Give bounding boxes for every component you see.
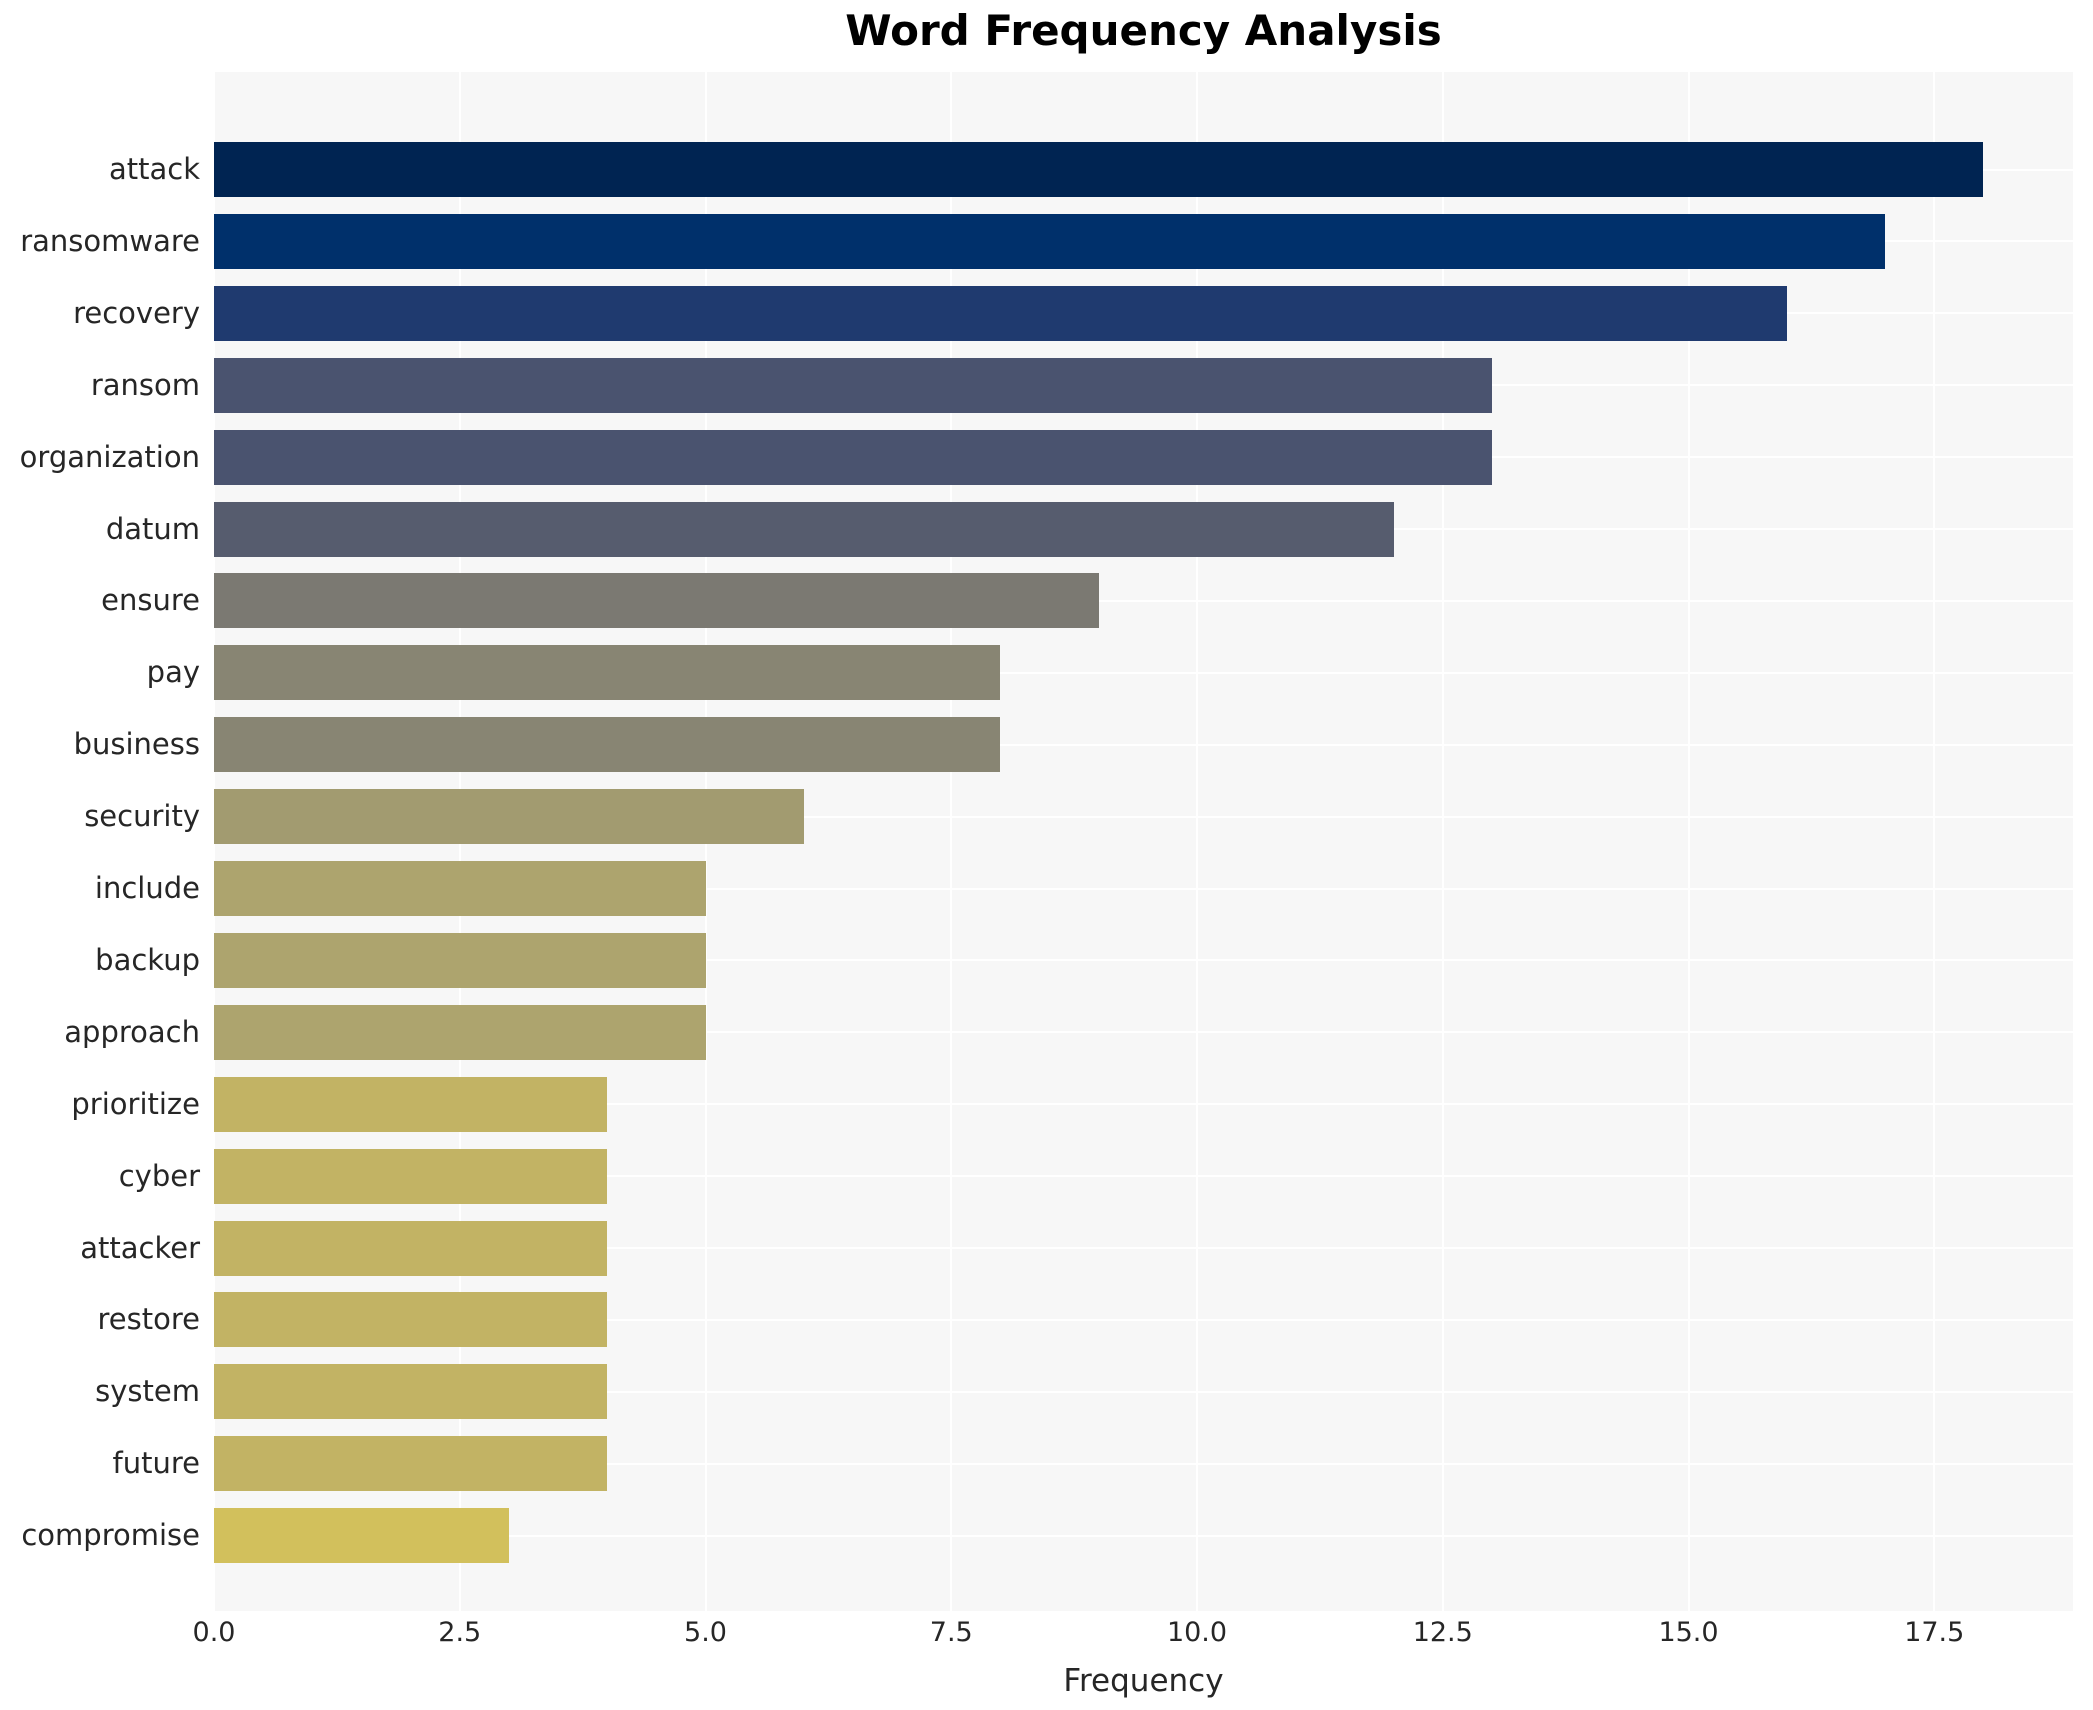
y-tick-label: approach xyxy=(64,1014,200,1049)
horizontal-gridline xyxy=(214,1462,2073,1465)
bar-ensure xyxy=(214,573,1099,629)
bar-prioritize xyxy=(214,1076,608,1132)
bar-attacker xyxy=(214,1220,608,1276)
bar-organization xyxy=(214,429,1492,485)
y-tick-label: system xyxy=(95,1374,200,1409)
y-tick-label: cyber xyxy=(118,1158,200,1193)
bar-compromise xyxy=(214,1508,509,1564)
x-tick-label: 0.0 xyxy=(192,1617,236,1648)
bar-cyber xyxy=(214,1148,608,1204)
bar-backup xyxy=(214,932,706,988)
y-tick-label: include xyxy=(94,871,200,905)
bar-ransom xyxy=(214,357,1492,413)
bar-approach xyxy=(214,1004,706,1060)
bar-future xyxy=(214,1436,608,1492)
bar-include xyxy=(214,861,706,916)
vertical-gridline xyxy=(1196,72,1198,1611)
y-tick-label: datum xyxy=(105,511,200,546)
horizontal-gridline xyxy=(214,959,2073,962)
horizontal-gridline xyxy=(214,1247,2073,1249)
horizontal-gridline xyxy=(214,1534,2073,1537)
horizontal-gridline xyxy=(214,1175,2073,1178)
y-tick-label: recovery xyxy=(73,295,200,330)
vertical-gridline xyxy=(1933,72,1936,1611)
vertical-gridline xyxy=(1441,72,1444,1611)
x-tick-label: 5.0 xyxy=(684,1617,727,1648)
x-tick-label: 7.5 xyxy=(929,1617,973,1648)
horizontal-gridline xyxy=(214,1031,2073,1034)
horizontal-gridline xyxy=(214,671,2073,674)
plot-area xyxy=(213,72,2073,1611)
y-tick-label: organization xyxy=(19,439,200,474)
y-tick-label: backup xyxy=(95,942,200,977)
y-tick-label: restore xyxy=(97,1302,200,1337)
y-tick-label: future xyxy=(112,1446,200,1481)
y-tick-label: ensure xyxy=(101,583,200,618)
horizontal-gridline xyxy=(214,743,2073,746)
horizontal-gridline xyxy=(214,887,2073,890)
y-tick-label: security xyxy=(84,799,200,834)
bar-system xyxy=(214,1364,608,1420)
y-tick-label: attacker xyxy=(80,1230,200,1265)
bar-pay xyxy=(214,645,1001,701)
bar-business xyxy=(214,717,1001,773)
bar-ransomware xyxy=(214,213,1886,269)
y-tick-label: business xyxy=(73,727,200,762)
bar-recovery xyxy=(214,285,1787,341)
horizontal-gridline xyxy=(214,1390,2073,1393)
y-tick-label: attack xyxy=(108,152,200,186)
horizontal-gridline xyxy=(214,1318,2073,1321)
horizontal-gridline xyxy=(214,1103,2073,1106)
y-tick-label: ransomware xyxy=(20,223,200,258)
x-tick-label: 10.0 xyxy=(1166,1617,1228,1648)
x-tick-label: 15.0 xyxy=(1658,1617,1719,1648)
x-axis-title: Frequency xyxy=(1063,1663,1224,1699)
x-tick-label: 17.5 xyxy=(1904,1617,1965,1648)
y-tick-label: compromise xyxy=(21,1518,200,1553)
bar-attack xyxy=(214,142,1984,197)
bar-datum xyxy=(214,501,1394,557)
bar-security xyxy=(214,789,804,845)
chart-title: Word Frequency Analysis xyxy=(845,6,1442,55)
horizontal-gridline xyxy=(214,815,2073,818)
x-tick-label: 2.5 xyxy=(438,1617,482,1648)
horizontal-gridline xyxy=(214,599,2073,602)
x-tick-label: 12.5 xyxy=(1412,1617,1473,1648)
vertical-gridline xyxy=(950,72,953,1611)
y-tick-label: prioritize xyxy=(71,1086,200,1121)
bar-restore xyxy=(214,1292,608,1348)
vertical-gridline xyxy=(1687,72,1690,1611)
y-tick-label: pay xyxy=(146,655,200,690)
y-tick-label: ransom xyxy=(90,367,200,402)
